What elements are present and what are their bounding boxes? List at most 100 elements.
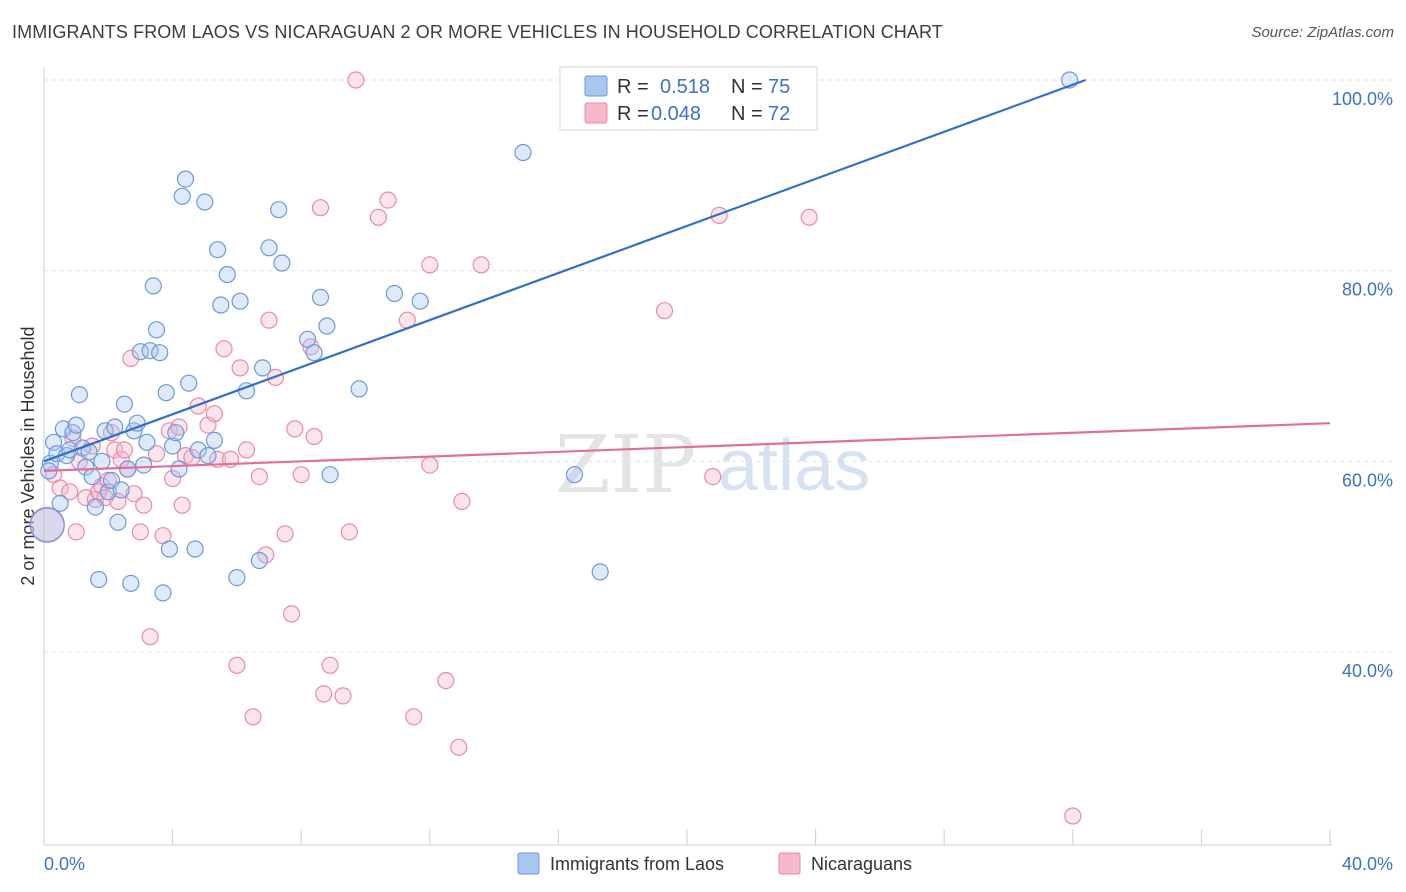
laos-point [164,437,182,455]
nicaraguans-point [250,468,268,486]
nicaraguans-point [405,708,423,726]
nicaraguans-point [135,496,153,514]
nicaraguans-point [1064,807,1082,825]
legend-n-value-nicaraguans: 72 [768,103,790,125]
nicaraguans-point [237,441,256,459]
laos-point [157,384,175,402]
nicaraguans-point [244,708,262,726]
chart-title: IMMIGRANTS FROM LAOS VS NICARAGUAN 2 OR … [12,22,943,42]
nicaraguans-point [340,523,358,541]
nicaraguans-point [311,199,330,217]
legend-r-value-laos: 0.518 [660,76,710,98]
legend-r-value-nicaraguans: 0.048 [651,103,701,125]
laos-point [321,466,339,484]
laos-point [147,321,166,339]
y-tick-label: 80.0% [1342,280,1393,300]
y-tick-label: 60.0% [1342,470,1393,490]
laos-point [135,456,153,474]
laos-point [154,584,172,602]
legend-r-label-laos: R = [617,76,649,98]
y-axis-label: 2 or more Vehicles in Household [18,326,38,585]
nicaraguans-point [704,468,722,486]
laos-point [209,241,227,259]
watermark-atlas: atlas [718,426,870,506]
watermark-zip: ZIP [555,418,696,511]
laos-point [160,540,178,558]
laos-point [196,193,214,211]
laos-point [54,420,72,438]
laos-point [173,187,191,205]
nicaraguans-point [276,525,294,543]
laos-point [176,170,195,188]
laos-point [122,574,140,593]
laos-point [186,540,204,558]
x-tick-label-max: 40.0% [1342,854,1393,874]
nicaraguans-point [800,208,818,226]
legend-n-label-laos: N = [731,76,763,98]
nicaraguans-point [61,483,79,501]
nicaraguans-point [315,685,333,703]
nicaraguans-point [369,208,387,226]
bottom-legend-swatch-laos [517,852,540,875]
nicaraguans-point [472,256,490,274]
source-credit: Source: ZipAtlas.com [1251,24,1394,41]
laos-point [70,386,89,404]
nicaraguans-point [141,628,159,646]
nicaraguans-point [260,311,278,329]
nicaraguans-point [51,479,69,497]
laos-point [228,568,246,587]
series-laos-points [29,71,1079,602]
laos-point [167,424,185,442]
x-ticks [43,829,1331,845]
laos-point [189,441,207,459]
nicaraguans-point [231,359,249,377]
nicaraguans-point [122,349,140,367]
legend-swatch-laos [584,75,608,97]
nicaraguans-point [347,71,365,89]
nicaraguans-point [655,302,674,320]
laos-point [350,380,368,398]
nicaraguans-point [173,496,191,514]
laos-point [273,254,291,272]
laos-point [170,460,188,478]
laos-point [115,395,134,413]
laos-point [318,317,336,335]
trend-line-nicaraguans [43,422,1331,472]
laos-point [67,416,85,434]
nicaraguans-point [421,256,439,274]
nicaraguans-point [147,445,166,463]
laos-point [565,466,584,484]
nicaraguans-point [450,738,468,756]
series-legend: Immigrants from Laos Nicaraguans [517,852,912,875]
nicaraguans-point [215,340,233,358]
laos-point [83,468,101,486]
laos-point [270,201,288,219]
legend-n-label-nicaraguans: N = [731,103,763,125]
laos-point [231,292,249,310]
legend-n-value-laos: 75 [768,76,790,98]
laos-point [86,498,105,516]
nicaraguans-point [437,671,455,690]
nicaraguans-point [106,441,124,459]
laos-point [180,374,198,392]
nicaraguans-point [115,441,134,459]
nicaraguans-point [305,427,323,446]
laos-point [305,344,323,362]
nicaraguans-point [292,466,310,484]
laos-point [90,570,108,589]
laos-point [144,277,162,295]
nicaraguans-point [379,191,397,209]
nicaraguans-point [164,469,182,488]
laos-point [112,481,130,499]
trend-line-laos [43,78,1087,463]
nicaraguans-point [710,206,728,224]
laos-point [260,239,278,257]
legend-swatch-nicaraguans [584,102,608,124]
laos-point [151,344,169,362]
correlation-legend: R = 0.518 N = 75 R = 0.048 N = 72 [559,66,818,131]
laos-point [138,433,156,451]
laos-point [109,513,127,531]
bottom-legend-swatch-nicaraguans [778,852,801,875]
laos-point [411,292,429,310]
